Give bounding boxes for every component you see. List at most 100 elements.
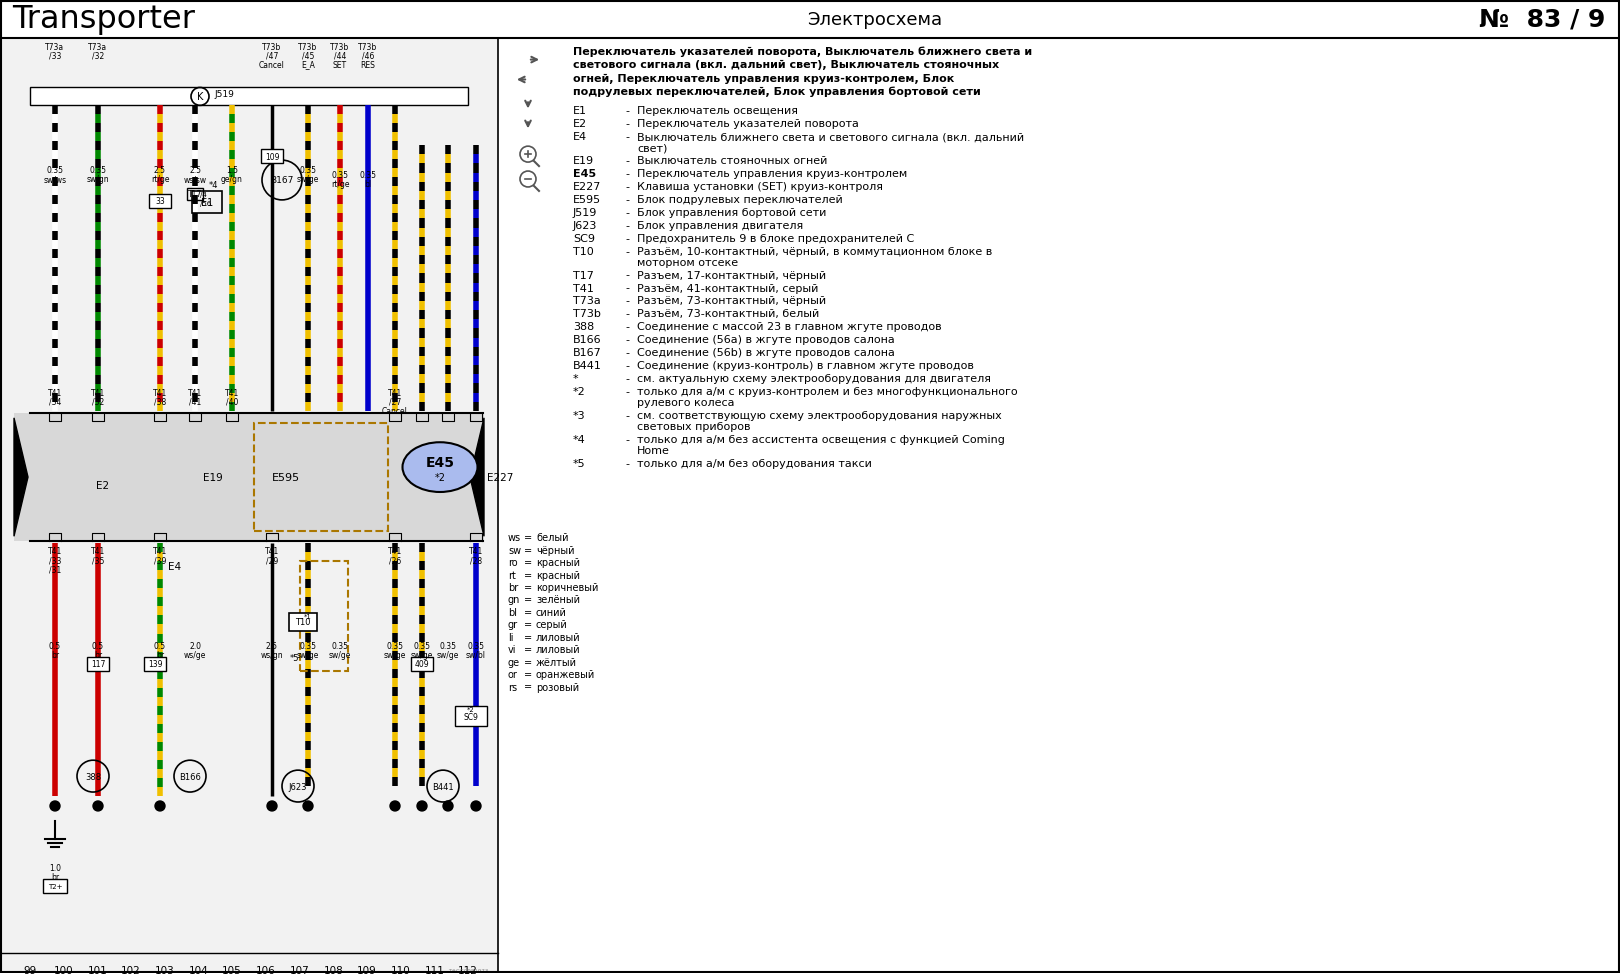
- Text: vi: vi: [509, 645, 517, 655]
- Text: T17: T17: [188, 191, 202, 199]
- Text: Выключатель стояночных огней: Выключатель стояночных огней: [637, 156, 828, 166]
- Text: B166: B166: [573, 335, 601, 345]
- Text: Выключатель ближнего света и светового сигнала (вкл. дальний: Выключатель ближнего света и светового с…: [637, 132, 1024, 142]
- Bar: [411, 657, 433, 671]
- Text: лиловый: лиловый: [536, 645, 580, 655]
- Text: -: -: [625, 182, 629, 191]
- Bar: [149, 194, 172, 209]
- Text: B441: B441: [573, 361, 603, 370]
- Text: /28: /28: [470, 556, 483, 565]
- Text: оранжевый: оранжевый: [536, 669, 595, 679]
- Text: светового сигнала (вкл. дальний свет), Выключатель стояночных: светового сигнала (вкл. дальний свет), В…: [573, 60, 1000, 70]
- Text: 99: 99: [23, 965, 37, 975]
- Text: E2: E2: [97, 481, 110, 490]
- Text: 0.35: 0.35: [413, 641, 431, 650]
- Text: =: =: [523, 570, 531, 580]
- Text: 139: 139: [147, 659, 162, 668]
- Text: =: =: [523, 657, 531, 667]
- Text: =: =: [523, 558, 531, 568]
- Bar: [300, 562, 348, 671]
- Text: /33: /33: [49, 556, 62, 565]
- Text: -: -: [625, 410, 629, 420]
- Circle shape: [92, 801, 104, 811]
- Text: /40: /40: [225, 398, 238, 406]
- Text: Разъём, 10-контактный, чёрный, в коммутационном блоке в: Разъём, 10-контактный, чёрный, в коммута…: [637, 246, 991, 256]
- Text: лиловый: лиловый: [536, 632, 580, 642]
- Text: 2.0: 2.0: [190, 641, 201, 650]
- Text: -: -: [625, 246, 629, 256]
- Text: 109: 109: [356, 965, 377, 975]
- Text: 100: 100: [53, 965, 73, 975]
- Text: /34: /34: [49, 398, 62, 406]
- Text: ws/sw: ws/sw: [183, 175, 207, 184]
- Text: огней, Переключатель управления круиз-контролем, Блок: огней, Переключатель управления круиз-ко…: [573, 73, 954, 83]
- Text: br: br: [94, 650, 102, 659]
- Text: br: br: [50, 650, 58, 659]
- Text: gr: gr: [509, 619, 518, 630]
- Text: см. соответствующую схему электрооборудования наружных: см. соответствующую схему электрооборудо…: [637, 410, 1001, 420]
- Text: 2.5: 2.5: [190, 166, 201, 175]
- Text: только для а/м без оборудования такси: только для а/м без оборудования такси: [637, 458, 872, 468]
- Text: *5: *5: [573, 458, 585, 468]
- Text: =: =: [523, 595, 531, 605]
- Bar: [193, 191, 222, 214]
- Text: серый: серый: [536, 619, 567, 630]
- Text: *4: *4: [209, 181, 217, 190]
- Text: 33: 33: [156, 197, 165, 206]
- Text: /32: /32: [92, 52, 104, 61]
- Circle shape: [267, 801, 277, 811]
- Text: /4: /4: [199, 191, 207, 197]
- Text: Разъём, 73-контактный, чёрный: Разъём, 73-контактный, чёрный: [637, 296, 826, 306]
- Text: -: -: [625, 106, 629, 116]
- Text: =: =: [523, 545, 531, 555]
- Text: Разъём, 41-контактный, серый: Разъём, 41-контактный, серый: [637, 283, 818, 293]
- Text: 0.35: 0.35: [360, 171, 376, 180]
- Text: /33: /33: [49, 52, 62, 61]
- Text: /38: /38: [154, 398, 167, 406]
- Circle shape: [50, 801, 60, 811]
- Text: SET: SET: [334, 61, 347, 69]
- Text: /26: /26: [389, 556, 402, 565]
- Text: rt: rt: [509, 570, 515, 580]
- Text: sw/ge: sw/ge: [411, 650, 433, 659]
- Text: T41: T41: [91, 389, 105, 398]
- Text: T41: T41: [225, 389, 240, 398]
- Bar: [186, 189, 202, 200]
- Text: /29: /29: [266, 556, 279, 565]
- Text: 0.5: 0.5: [92, 641, 104, 650]
- Text: 0.35: 0.35: [468, 641, 484, 650]
- Text: sw/ge: sw/ge: [437, 650, 458, 659]
- Text: ws/gn: ws/gn: [261, 650, 283, 659]
- Bar: [15, 413, 484, 541]
- Text: -: -: [625, 156, 629, 166]
- Text: Разъем, 17-контактный, чёрный: Разъем, 17-контактный, чёрный: [637, 271, 826, 280]
- Text: 102: 102: [122, 965, 141, 975]
- Text: розовый: розовый: [536, 682, 578, 692]
- Text: E45: E45: [426, 455, 455, 470]
- Text: B167: B167: [271, 176, 293, 186]
- Text: Соединение (56а) в жгуте проводов салона: Соединение (56а) в жгуте проводов салона: [637, 335, 894, 345]
- Text: 1.5: 1.5: [227, 166, 238, 175]
- Text: Home: Home: [637, 446, 671, 455]
- Text: 388: 388: [84, 772, 100, 781]
- Text: =: =: [523, 682, 531, 692]
- Text: Блок управления двигателя: Блок управления двигателя: [637, 221, 804, 231]
- Text: J519: J519: [573, 208, 598, 218]
- Text: E19: E19: [573, 156, 595, 166]
- Text: T73b: T73b: [262, 43, 282, 52]
- Text: T41: T41: [49, 547, 62, 556]
- Text: Клавиша установки (SET) круиз-контроля: Клавиша установки (SET) круиз-контроля: [637, 182, 883, 191]
- Text: 409: 409: [415, 659, 429, 668]
- Text: E_A: E_A: [301, 61, 314, 69]
- Text: li: li: [509, 632, 514, 642]
- Bar: [44, 878, 66, 893]
- Text: T41: T41: [266, 547, 279, 556]
- Text: =: =: [523, 608, 531, 617]
- Circle shape: [416, 801, 428, 811]
- Text: 0.35: 0.35: [332, 171, 348, 180]
- Text: свет): свет): [637, 143, 667, 153]
- Text: ge/gn: ge/gn: [220, 175, 243, 184]
- Text: -: -: [625, 132, 629, 142]
- Text: T10: T10: [295, 617, 311, 626]
- Text: sw: sw: [509, 545, 522, 555]
